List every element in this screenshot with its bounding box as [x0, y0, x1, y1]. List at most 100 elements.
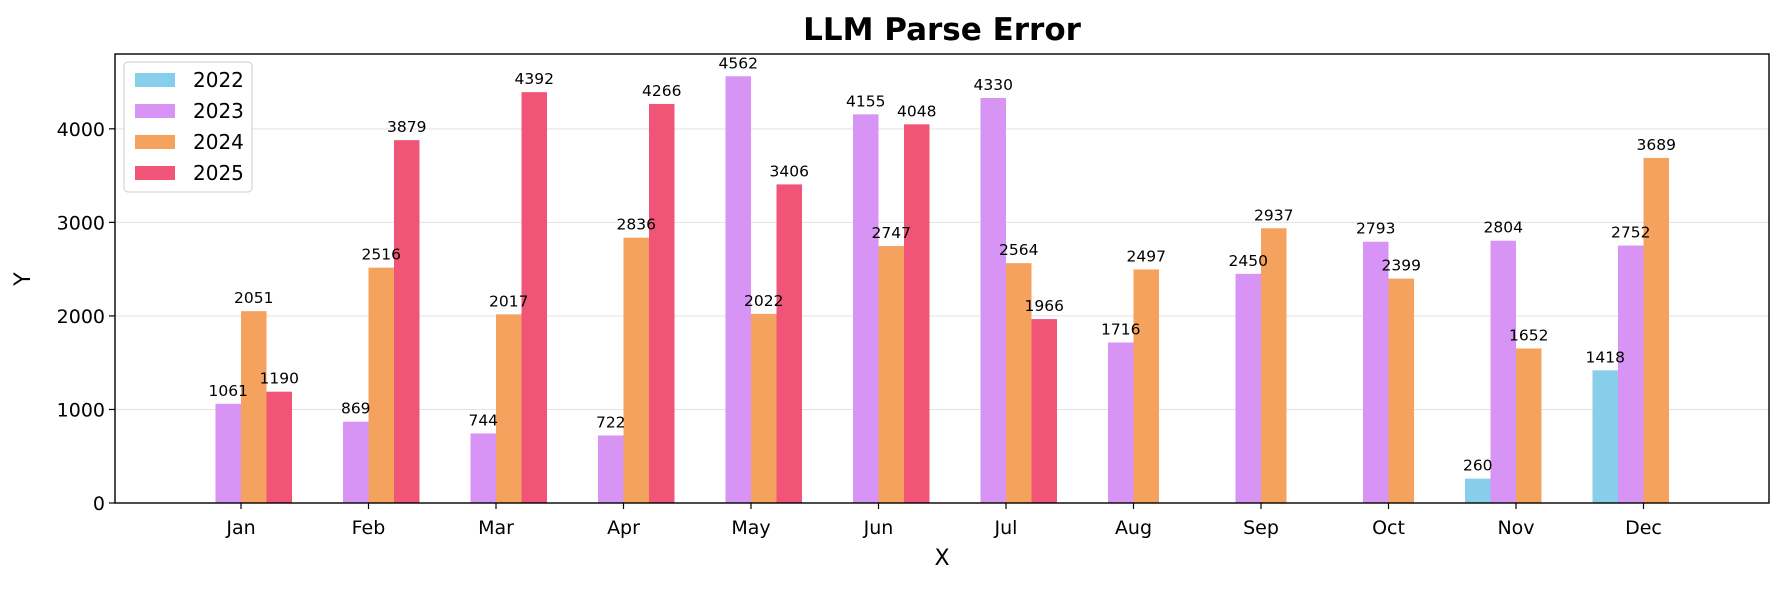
data-label: 2793 — [1356, 220, 1395, 238]
data-label: 1716 — [1101, 320, 1140, 338]
data-label: 1061 — [209, 382, 248, 400]
legend-swatch — [135, 166, 175, 180]
data-label: 2017 — [489, 292, 528, 310]
data-label: 2752 — [1611, 224, 1650, 242]
data-label: 1966 — [1025, 297, 1064, 315]
x-tick-label: Aug — [1115, 517, 1152, 539]
legend-swatch — [135, 104, 175, 118]
x-tick-label: Sep — [1243, 517, 1279, 539]
data-label: 2516 — [362, 246, 401, 264]
y-tick-label: 3000 — [57, 212, 105, 234]
bar-2023-Jul — [980, 97, 1006, 503]
bar-2023-Apr — [598, 435, 624, 503]
bar-2024-Jun — [878, 246, 904, 503]
bar-2025-Jul — [1031, 319, 1057, 503]
data-label: 2450 — [1229, 252, 1268, 270]
bar-2024-Nov — [1516, 348, 1542, 503]
data-label: 4392 — [515, 70, 554, 88]
data-label: 2804 — [1484, 219, 1523, 237]
bar-2024-Mar — [496, 314, 522, 503]
x-tick-label: Nov — [1497, 517, 1534, 539]
bar-2024-Jan — [241, 311, 267, 503]
legend-label: 2022 — [193, 68, 244, 92]
data-label: 3879 — [387, 118, 426, 136]
legend: 2022 2023 2024 2025 — [123, 61, 253, 193]
legend-swatch — [135, 73, 175, 87]
legend-box — [123, 61, 253, 193]
bar-2023-Feb — [343, 421, 369, 503]
bar-2023-Dec — [1618, 245, 1644, 503]
bar-2024-Jul — [1006, 263, 1032, 503]
bars — [215, 76, 1669, 504]
data-label: 2399 — [1382, 257, 1421, 275]
x-tick-label: Oct — [1372, 517, 1405, 539]
data-label: 722 — [596, 413, 626, 431]
plot-frame — [114, 53, 1770, 504]
bar-2023-Jan — [215, 403, 241, 503]
data-label: 1652 — [1509, 326, 1548, 344]
bar-2023-May — [725, 76, 751, 504]
y-tick-label: 2000 — [57, 306, 105, 328]
bar-2023-Jun — [853, 114, 879, 503]
data-label: 1418 — [1586, 348, 1625, 366]
data-label: 1190 — [260, 370, 299, 388]
bar-2023-Oct — [1363, 241, 1389, 503]
x-tick-label: Apr — [607, 517, 640, 539]
bar-2024-Feb — [368, 267, 394, 503]
data-label: 4155 — [846, 92, 885, 110]
x-tick-label: Jul — [994, 517, 1018, 539]
legend-label: 2024 — [193, 130, 244, 154]
y-tick-label: 4000 — [57, 119, 105, 141]
legend-label: 2025 — [193, 161, 244, 185]
legend-label: 2023 — [193, 99, 244, 123]
bar-2022-Nov — [1465, 478, 1491, 503]
data-label: 2937 — [1254, 206, 1293, 224]
data-label: 869 — [341, 400, 371, 418]
data-label: 4562 — [719, 54, 758, 72]
bar-2022-Dec — [1592, 370, 1618, 503]
data-labels: 260 1418 1061 869 744 722 4562 4155 4330 1716 2450… — [209, 54, 1676, 474]
bar-2025-Jun — [904, 124, 930, 504]
data-label: 2022 — [744, 292, 783, 310]
bar-2024-Sep — [1261, 228, 1287, 503]
bar-2025-Apr — [649, 103, 675, 504]
y-tick-label: 1000 — [57, 399, 105, 421]
bar-2023-Sep — [1235, 273, 1261, 503]
data-label: 2051 — [234, 289, 273, 307]
chart-title: LLM Parse Error — [803, 12, 1082, 48]
y-axis-label: Y — [11, 272, 36, 287]
data-label: 4048 — [897, 102, 936, 120]
bar-2024-Aug — [1133, 269, 1159, 503]
x-tick-label: Feb — [352, 517, 386, 539]
bar-2025-May — [776, 184, 802, 503]
bar-2024-May — [751, 313, 777, 503]
data-label: 2747 — [872, 224, 911, 242]
y-tick-label: 0 — [93, 493, 105, 515]
legend-swatch — [135, 135, 175, 149]
data-label: 2497 — [1127, 247, 1166, 265]
bar-2024-Apr — [623, 237, 649, 504]
data-label: 3689 — [1637, 136, 1676, 154]
data-label: 4330 — [974, 76, 1013, 94]
bar-2025-Mar — [521, 92, 547, 503]
x-axis-label: X — [934, 546, 949, 571]
bar-2024-Oct — [1388, 278, 1414, 503]
bar-2024-Dec — [1643, 157, 1669, 503]
x-tick-label: May — [731, 517, 770, 539]
bar-2025-Feb — [394, 140, 420, 504]
axis-ticks: 0 1000 2000 3000 4000 Jan Feb Mar Apr May Jun Jul Au… — [57, 119, 1662, 539]
bar-2023-Mar — [470, 433, 496, 503]
data-label: 4266 — [642, 82, 681, 100]
x-tick-label: Jan — [225, 517, 255, 539]
data-label: 2564 — [999, 241, 1038, 259]
data-label: 744 — [468, 411, 498, 429]
data-label: 260 — [1463, 457, 1493, 475]
data-label: 3406 — [770, 162, 809, 180]
data-label: 2836 — [617, 216, 656, 234]
x-tick-label: Dec — [1625, 517, 1662, 539]
bar-2025-Jan — [266, 391, 292, 503]
bar-2023-Aug — [1108, 342, 1134, 503]
bar-2023-Nov — [1490, 240, 1516, 503]
